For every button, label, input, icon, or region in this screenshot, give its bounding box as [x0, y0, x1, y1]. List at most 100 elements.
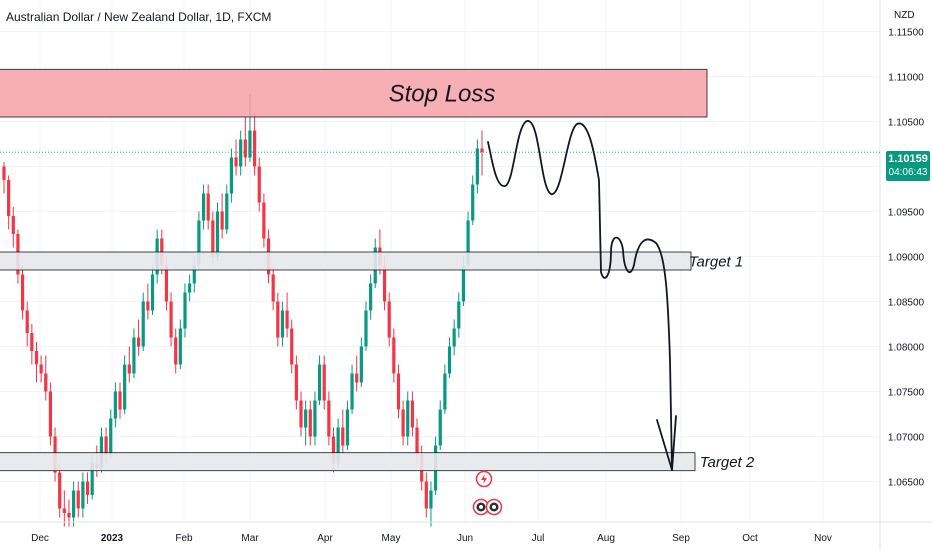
candle-body [211, 220, 215, 257]
candle-body [313, 400, 317, 437]
candle-body [104, 436, 108, 455]
candle-body [20, 274, 25, 311]
candle-body [183, 292, 187, 329]
event-icons [472, 470, 503, 516]
y-tick-label: 1.11500 [888, 28, 924, 39]
candle-body [401, 409, 405, 437]
candle-body [471, 184, 475, 221]
last-price-badge: 1.10159 04:06:43 [886, 151, 930, 181]
candle-body [118, 391, 122, 410]
target-1-zone-label: Target 1 [689, 253, 744, 270]
candle-body [174, 337, 178, 365]
candle-body [443, 373, 447, 410]
candle-body [331, 436, 336, 464]
y-tick-label: 1.07500 [888, 388, 925, 399]
y-tick-label: 1.07000 [888, 433, 925, 444]
candle-body [276, 301, 280, 338]
candle-body [44, 373, 48, 392]
candle-body [188, 283, 192, 293]
earnings-icon [485, 498, 503, 516]
candle-body [415, 427, 419, 455]
chart-title: Australian Dollar / New Zealand Dollar, … [6, 10, 272, 24]
stop-loss-zone [0, 68, 708, 118]
candle-body [39, 364, 43, 374]
candle-body [438, 409, 442, 446]
candle-body [304, 409, 308, 428]
y-tick-label: 1.11000 [888, 73, 924, 84]
x-tick-label: Nov [814, 533, 832, 544]
candle-body [355, 373, 359, 383]
y-tick-label: 1.06500 [888, 478, 925, 489]
candle-body [382, 265, 387, 302]
candle-body [392, 337, 396, 374]
candle-body [480, 148, 484, 153]
x-tick-label: Oct [742, 533, 758, 544]
target-2-zone-label: Target 2 [700, 454, 755, 471]
candle-body [48, 391, 53, 437]
candle-body [364, 310, 368, 347]
candle-body [369, 283, 373, 311]
candle-body [271, 274, 275, 302]
candle-body [345, 409, 350, 446]
candle-body [146, 301, 150, 311]
target-2-zone [0, 452, 696, 472]
projection-path [487, 120, 677, 471]
x-tick-label: Dec [31, 533, 49, 544]
target-1-zone [0, 251, 692, 271]
candle-body [457, 301, 461, 329]
candle-body [248, 130, 252, 158]
candle-body [164, 265, 169, 302]
candle-body [262, 202, 266, 239]
candle-body [322, 364, 326, 401]
candle-body [410, 400, 414, 428]
flash-icon [475, 470, 493, 488]
x-tick-label: Apr [317, 533, 333, 544]
candle-body [2, 166, 6, 180]
y-tick-label: 1.08000 [888, 343, 925, 354]
candle-body [285, 310, 289, 329]
candle-body [11, 216, 15, 234]
candle-body [113, 391, 117, 419]
candle-body [461, 265, 466, 302]
candle-body [396, 373, 401, 410]
x-tick-label: Sep [672, 533, 690, 544]
candle-body [239, 139, 243, 167]
candle-body [424, 481, 428, 509]
candle-body [67, 513, 71, 518]
candle-body [123, 364, 127, 410]
candle-body [76, 490, 80, 509]
candle-body [215, 211, 220, 257]
candle-body [206, 193, 210, 221]
candle-body [466, 220, 470, 266]
candle-body [192, 265, 196, 284]
y-tick-label: 1.09500 [888, 208, 925, 219]
candle-body [290, 328, 294, 365]
y-tick-label: 1.10500 [888, 118, 925, 129]
x-tick-label: Aug [597, 533, 615, 544]
candle-body [475, 148, 479, 185]
candle-body [387, 301, 391, 338]
candle-body [141, 301, 145, 347]
x-tick-label: Jul [532, 533, 545, 544]
candle-body [72, 490, 76, 518]
candle-body [81, 481, 85, 509]
candle-body [317, 364, 322, 401]
candle-body [308, 409, 312, 437]
candle-body [62, 508, 66, 513]
candle-body [34, 351, 39, 365]
stop-loss-zone-label: Stop Loss [389, 81, 496, 108]
candle-body [280, 310, 285, 338]
candle-body [132, 337, 136, 374]
candle-body [243, 139, 247, 158]
candle-body [85, 481, 90, 495]
candle-body [220, 211, 224, 230]
candle-body [127, 364, 131, 374]
candle-body [359, 346, 363, 383]
candle-body [90, 463, 94, 495]
earnings-icon [472, 498, 490, 516]
candle-body [150, 274, 155, 311]
candle-body [406, 400, 410, 437]
